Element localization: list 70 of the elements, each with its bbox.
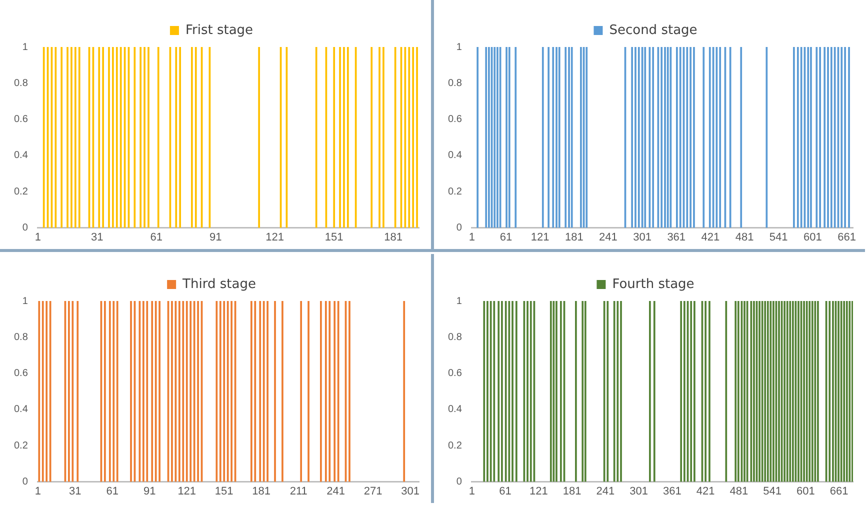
x-tick-label: 301 <box>633 231 652 244</box>
y-tick-label: 0.2 <box>448 186 462 198</box>
y-tick-label: 0.2 <box>14 440 28 452</box>
y-tick-label: 0.4 <box>448 150 462 162</box>
x-tick-label: 61 <box>150 231 163 244</box>
x-tick-label: 601 <box>796 485 815 498</box>
legend-label: Third stage <box>182 276 256 292</box>
x-tick-label: 301 <box>630 485 648 498</box>
y-tick-label: 0.4 <box>14 150 28 162</box>
legend-label: Fourth stage <box>612 276 694 292</box>
y-tick-label: 0.4 <box>14 404 28 416</box>
x-tick-label: 91 <box>144 485 156 498</box>
x-tick-label: 271 <box>364 485 382 498</box>
y-tick-label: 0.2 <box>14 186 28 198</box>
x-tick-label: 1 <box>34 485 41 498</box>
x-tick-label: 1 <box>468 485 475 498</box>
y-tick-label: 1 <box>456 42 462 53</box>
x-tick-label: 541 <box>769 231 788 244</box>
x-tick-label: 61 <box>500 231 512 244</box>
y-tick-label: 0 <box>22 476 28 488</box>
x-tick-label: 211 <box>290 485 308 498</box>
y-tick-label: 0.8 <box>448 332 462 343</box>
x-tick-label: 31 <box>91 231 104 244</box>
legend-label: Second stage <box>609 22 698 38</box>
x-tick-label: 61 <box>499 485 512 498</box>
y-tick-label: 1 <box>456 296 462 307</box>
y-tick-label: 0.8 <box>448 78 462 89</box>
x-tick-label: 181 <box>252 485 271 498</box>
x-tick-label: 481 <box>730 485 748 498</box>
x-tick-label: 601 <box>803 231 822 244</box>
x-tick-label: 241 <box>326 485 346 498</box>
y-tick-label: 0.6 <box>14 368 28 380</box>
y-tick-label: 0.4 <box>448 404 462 416</box>
x-tick-label: 661 <box>838 231 856 244</box>
x-tick-label: 1 <box>468 231 475 244</box>
x-tick-label: 31 <box>69 485 82 498</box>
y-tick-label: 0.2 <box>448 440 462 452</box>
x-tick-label: 121 <box>178 485 196 498</box>
y-tick-label: 0 <box>22 222 28 234</box>
x-tick-label: 121 <box>266 231 284 244</box>
x-tick-label: 421 <box>696 485 715 498</box>
x-tick-label: 181 <box>564 231 584 244</box>
x-tick-label: 481 <box>735 231 754 244</box>
x-tick-label: 151 <box>324 231 344 244</box>
x-tick-label: 121 <box>530 231 550 244</box>
x-tick-label: 61 <box>106 485 119 498</box>
y-tick-label: 0.6 <box>448 368 462 380</box>
x-tick-label: 241 <box>599 231 618 244</box>
y-tick-label: 0.8 <box>14 78 28 89</box>
legend-label: Frist stage <box>185 22 254 38</box>
y-tick-label: 0 <box>456 476 462 488</box>
x-tick-label: 151 <box>214 485 234 498</box>
x-tick-label: 121 <box>529 485 548 498</box>
y-tick-label: 0.6 <box>448 114 462 126</box>
y-tick-label: 0.8 <box>14 332 28 343</box>
x-tick-label: 541 <box>763 485 782 498</box>
y-tick-label: 1 <box>22 42 28 53</box>
x-tick-label: 421 <box>701 231 720 244</box>
y-tick-label: 1 <box>22 296 28 307</box>
x-tick-label: 91 <box>209 231 222 244</box>
x-tick-label: 661 <box>830 485 848 498</box>
x-tick-label: 181 <box>562 485 582 498</box>
x-tick-label: 301 <box>401 485 420 498</box>
y-tick-label: 0.6 <box>14 114 28 126</box>
x-tick-label: 1 <box>34 231 41 244</box>
x-tick-label: 181 <box>384 231 403 244</box>
x-tick-label: 361 <box>667 231 686 244</box>
x-tick-label: 241 <box>596 485 615 498</box>
x-tick-label: 361 <box>663 485 682 498</box>
y-tick-label: 0 <box>456 222 462 234</box>
